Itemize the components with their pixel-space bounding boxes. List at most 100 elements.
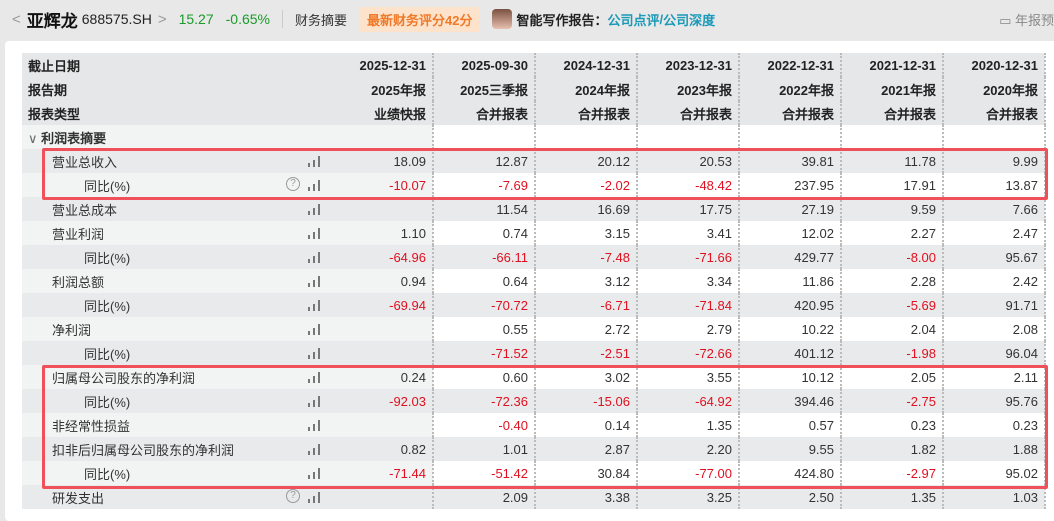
bar-chart-icon[interactable] <box>308 492 320 503</box>
rating-badge[interactable]: 最新财务评分42分 <box>359 6 481 32</box>
header-cell: 2025-09-30 <box>433 53 536 77</box>
bar-chart-icon[interactable] <box>308 348 320 359</box>
header-cell: 合并报表 <box>433 101 536 125</box>
header-label: 截止日期 <box>22 53 332 77</box>
value-cell <box>332 197 434 221</box>
row-label: 同比(%) <box>84 298 131 314</box>
bar-chart-icon[interactable] <box>308 204 320 215</box>
value-cell: 11.54 <box>433 197 536 221</box>
table-row: 营业总成本 11.54 16.69 17.75 27.19 9.59 7.66 <box>22 197 1046 221</box>
bar-chart-icon[interactable] <box>308 228 320 239</box>
table-row: 同比(%) -69.94 -70.72 -6.71 -71.84 420.95 -5.69 9… <box>22 293 1046 317</box>
stock-price: 15.27 <box>178 11 214 27</box>
header-label: 报表类型 <box>22 101 332 125</box>
value-cell: 2.79 <box>637 317 740 341</box>
ai-avatar <box>492 9 513 29</box>
value-cell: 95.76 <box>943 389 1046 413</box>
bar-chart-icon[interactable] <box>308 396 320 407</box>
value-cell: -10.07 <box>332 173 434 197</box>
company-depth-link[interactable]: 公司深度 <box>663 12 716 28</box>
row-label: 归属母公司股东的净利润 <box>52 370 196 386</box>
chevron-down-icon: ∨ <box>28 130 42 146</box>
value-cell: 9.59 <box>841 197 944 221</box>
header-cell: 2021-12-31 <box>841 53 944 77</box>
value-cell: 12.87 <box>433 149 536 173</box>
row-label-cell: 同比(%)? <box>22 173 332 197</box>
header-cell: 2020年报 <box>943 77 1046 101</box>
value-cell: 0.64 <box>433 269 536 293</box>
header-row: 截止日期 2025-12-31 2025-09-30 2024-12-31 2023-1… <box>22 53 1046 77</box>
value-cell: 1.88 <box>943 437 1046 461</box>
bar-chart-icon[interactable] <box>308 156 320 167</box>
help-icon[interactable]: ? <box>286 489 300 503</box>
value-cell: -8.00 <box>841 245 944 269</box>
value-cell: 0.57 <box>739 413 842 437</box>
value-cell: 0.82 <box>332 437 434 461</box>
calendar-icon: ▭ <box>999 13 1015 28</box>
bar-chart-icon[interactable] <box>308 180 320 191</box>
value-cell: 394.46 <box>739 389 842 413</box>
section-toggle[interactable]: ∨ 利润表摘要 <box>22 125 332 149</box>
header-label: 报告期 <box>22 77 332 101</box>
divider <box>282 10 283 28</box>
bar-chart-icon[interactable] <box>308 468 320 479</box>
value-cell: 7.66 <box>943 197 1046 221</box>
stock-code: 688575.SH <box>81 11 152 27</box>
header-cell: 2021年报 <box>841 77 944 101</box>
bar-chart-icon[interactable] <box>308 372 320 383</box>
forward-arrow[interactable]: > <box>157 10 167 28</box>
value-cell: 1.10 <box>332 221 434 245</box>
row-label-cell: 同比(%) <box>22 389 332 413</box>
value-cell: 2.50 <box>739 485 842 509</box>
value-cell: 91.71 <box>943 293 1046 317</box>
row-label-cell: 非经常性损益 <box>22 413 332 437</box>
value-cell: 39.81 <box>739 149 842 173</box>
table-row: 同比(%) -64.96 -66.11 -7.48 -71.66 429.77 -8.00 9… <box>22 245 1046 269</box>
header-cell: 2024-12-31 <box>535 53 638 77</box>
value-cell: 0.60 <box>433 365 536 389</box>
value-cell: 237.95 <box>739 173 842 197</box>
row-label: 同比(%) <box>84 250 131 266</box>
financial-table: 截止日期 2025-12-31 2025-09-30 2024-12-31 2023-1… <box>22 53 1046 509</box>
value-cell: 3.02 <box>535 365 638 389</box>
bar-chart-icon[interactable] <box>308 300 320 311</box>
stock-name: 亚辉龙 <box>26 11 78 31</box>
value-cell: -2.51 <box>535 341 638 365</box>
row-label-cell: 扣非后归属母公司股东的净利润 <box>22 437 332 461</box>
value-cell: 11.78 <box>841 149 944 173</box>
value-cell: 0.23 <box>841 413 944 437</box>
row-label-cell: 同比(%) <box>22 245 332 269</box>
value-cell: -92.03 <box>332 389 434 413</box>
help-icon[interactable]: ? <box>286 177 300 191</box>
table-row: 利润总额 0.94 0.64 3.12 3.34 11.86 2.28 2.42 <box>22 269 1046 293</box>
value-cell: -71.66 <box>637 245 740 269</box>
value-cell: 2.11 <box>943 365 1046 389</box>
value-cell: -72.36 <box>433 389 536 413</box>
annual-forecast-label: 年报预 <box>1014 13 1054 28</box>
header-cell: 2023-12-31 <box>637 53 740 77</box>
header-cell: 合并报表 <box>535 101 638 125</box>
tab-financial-summary[interactable]: 财务摘要 <box>295 12 348 28</box>
bar-chart-icon[interactable] <box>308 252 320 263</box>
section-row[interactable]: ∨ 利润表摘要 <box>22 125 1046 149</box>
value-cell: 2.28 <box>841 269 944 293</box>
value-cell: -7.69 <box>433 173 536 197</box>
value-cell: -5.69 <box>841 293 944 317</box>
table-row: 营业总收入 18.09 12.87 20.12 20.53 39.81 11.78 9.99 <box>22 149 1046 173</box>
back-arrow[interactable]: < <box>12 10 21 28</box>
value-cell: -1.98 <box>841 341 944 365</box>
bar-chart-icon[interactable] <box>308 276 320 287</box>
bar-chart-icon[interactable] <box>308 444 320 455</box>
value-cell: 17.91 <box>841 173 944 197</box>
ai-report-label: 智能写作报告： <box>516 12 608 28</box>
value-cell: 401.12 <box>739 341 842 365</box>
value-cell: 30.84 <box>535 461 638 485</box>
company-review-link[interactable]: 公司点评 <box>607 12 660 28</box>
row-label-cell: 同比(%) <box>22 461 332 485</box>
value-cell: -71.84 <box>637 293 740 317</box>
bar-chart-icon[interactable] <box>308 420 320 431</box>
bar-chart-icon[interactable] <box>308 324 320 335</box>
annual-forecast-button[interactable]: ▭ 年报预 <box>999 10 1054 29</box>
header-cell: 2022年报 <box>739 77 842 101</box>
value-cell: 2.04 <box>841 317 944 341</box>
